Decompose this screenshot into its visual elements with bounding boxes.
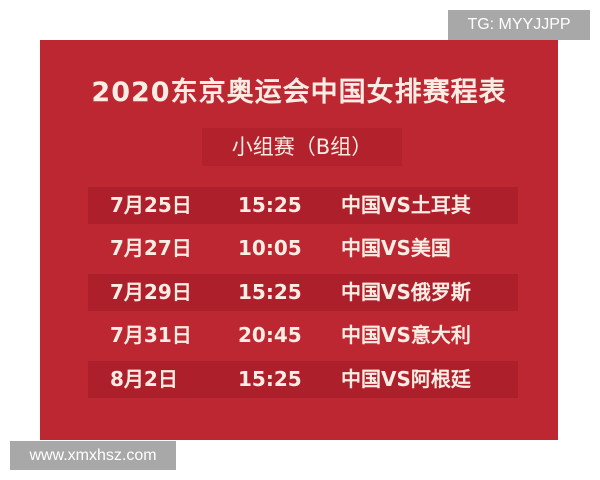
match-date: 7月25日	[110, 193, 192, 217]
match-teams: 中国VS阿根廷	[341, 367, 471, 391]
match-date: 8月2日	[110, 367, 178, 391]
match-time: 20:45	[238, 323, 302, 347]
match-time: 15:25	[238, 367, 302, 391]
match-teams: 中国VS美国	[341, 236, 451, 260]
match-row: 7月29日 15:25 中国VS俄罗斯	[88, 274, 518, 311]
match-time: 10:05	[238, 236, 302, 260]
match-time: 15:25	[238, 193, 302, 217]
match-row: 7月31日 20:45 中国VS意大利	[88, 317, 518, 354]
group-subtitle: 小组赛（B组）	[202, 128, 402, 166]
match-teams: 中国VS俄罗斯	[341, 280, 471, 304]
watermark-tg: TG: MYYJJPP	[448, 10, 590, 40]
match-teams: 中国VS土耳其	[341, 193, 471, 217]
poster-title: 2020东京奥运会中国女排赛程表	[91, 77, 507, 108]
match-row: 7月25日 15:25 中国VS土耳其	[88, 187, 518, 224]
match-row: 7月27日 10:05 中国VS美国	[88, 230, 518, 267]
match-date: 7月29日	[110, 280, 192, 304]
match-row: 8月2日 15:25 中国VS阿根廷	[88, 361, 518, 398]
watermark-url: www.xmxhsz.com	[10, 441, 176, 470]
match-date: 7月27日	[110, 236, 192, 260]
match-teams: 中国VS意大利	[341, 323, 471, 347]
match-time: 15:25	[238, 280, 302, 304]
schedule-poster: 2020东京奥运会中国女排赛程表 小组赛（B组） 7月25日 15:25 中国V…	[40, 40, 558, 440]
match-date: 7月31日	[110, 323, 192, 347]
